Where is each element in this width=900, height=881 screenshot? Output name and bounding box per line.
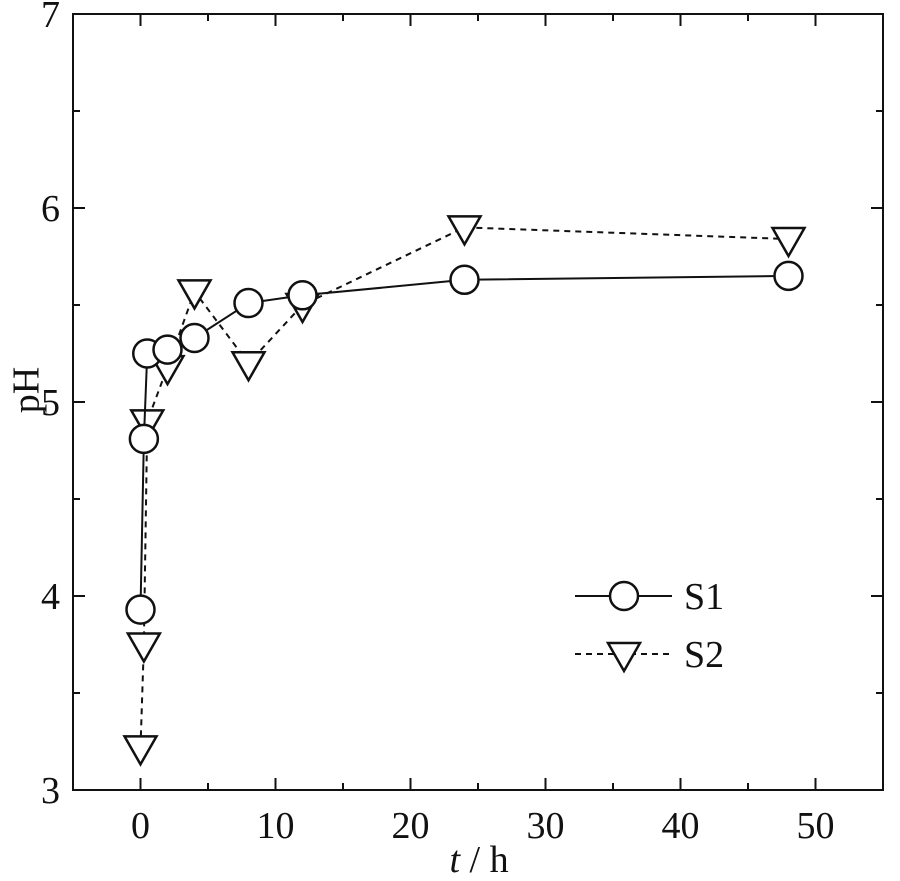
series-s1-point: [125, 594, 156, 625]
y-tick-label: 4: [41, 576, 60, 618]
x-axis-variable: t: [449, 839, 461, 881]
legend-s2-marker: [605, 641, 643, 674]
series-s1-point: [233, 287, 264, 319]
y-tick-label: 6: [41, 188, 60, 230]
x-tick-label: 40: [662, 805, 700, 847]
series-s1-point: [179, 322, 210, 354]
series-s2-point: [446, 215, 483, 247]
tick-labels: 0 10 20 30 40 50 3 4 5 6 7: [41, 0, 835, 847]
ticks: [72, 13, 884, 791]
y-tick-label: 5: [41, 382, 60, 424]
series-s2: [122, 215, 807, 767]
series-s1-point: [128, 423, 160, 455]
series-s1-point: [449, 264, 480, 296]
legend-item-s1: S1: [575, 576, 724, 618]
series-s1: [125, 260, 804, 625]
legend-s2-label: S2: [684, 634, 724, 676]
series-s1-line: [139, 274, 789, 610]
series-s2-point: [770, 226, 807, 259]
series-s2-point: [125, 632, 163, 665]
y-tick-label: 3: [41, 770, 60, 812]
x-tick-label: 10: [257, 805, 295, 847]
x-tick-label: 20: [392, 805, 430, 847]
series-s1-point: [152, 334, 183, 365]
legend-item-s2: S2: [575, 634, 724, 676]
series-s1-point: [287, 280, 318, 311]
series-s2-point: [230, 350, 267, 383]
x-tick-label: 50: [797, 805, 835, 847]
x-axis-separator: /: [470, 839, 481, 881]
series-s1-point: [773, 260, 804, 292]
series-layer: [122, 215, 807, 767]
series-s2-point: [122, 735, 159, 767]
x-tick-label: 30: [527, 805, 565, 847]
x-axis-unit: h: [490, 839, 509, 881]
plot-frame: [72, 13, 884, 791]
legend-s1-label: S1: [684, 576, 724, 618]
y-tick-label: 7: [41, 0, 60, 36]
legend-s1-marker: [608, 580, 640, 612]
series-s2-point: [176, 279, 213, 311]
y-axis-label: pH: [6, 367, 48, 413]
x-axis-label: t / h: [449, 839, 508, 881]
x-tick-label: 0: [131, 805, 150, 847]
